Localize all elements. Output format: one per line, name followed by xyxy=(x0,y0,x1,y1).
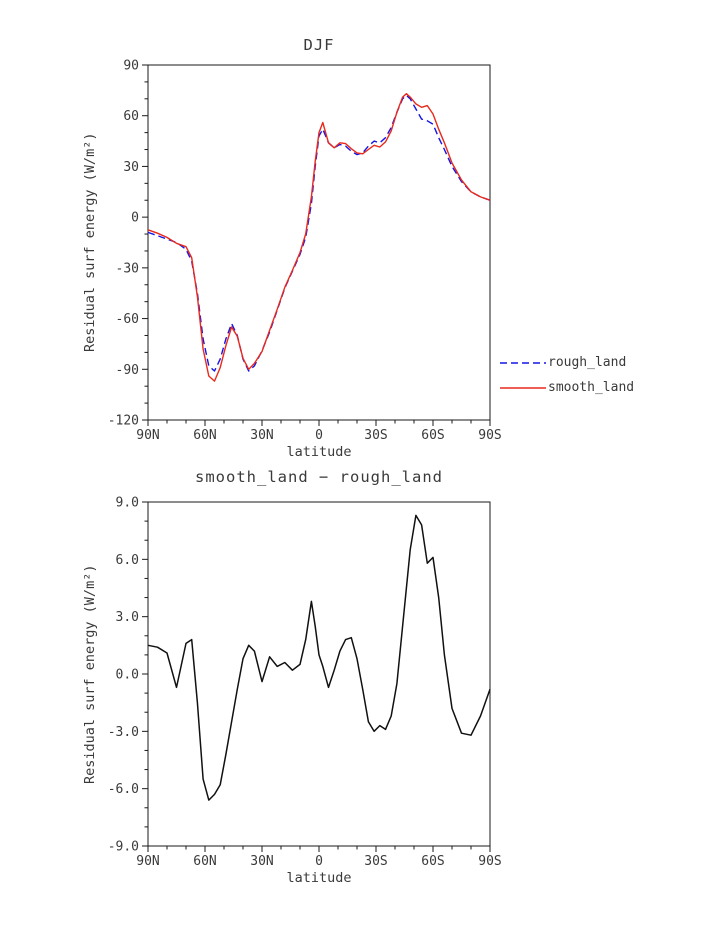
series-line-smooth-land-rough-land xyxy=(147,514,491,801)
diff-y-axis-label: Residual surf energy (W/m²) xyxy=(82,564,98,784)
diff-chart: 90N 60N 30N 0 30S 60S 90S 9.0 6.0 3.0 0.0 -3.0 -6.0 -… xyxy=(108,496,502,870)
y-tick-label: 6.0 xyxy=(116,553,139,568)
diff-x-axis-label: latitude xyxy=(286,870,352,886)
y-tick-label: -120 xyxy=(108,414,139,429)
x-tick-label: 90N xyxy=(136,854,159,869)
y-tick-label: -9.0 xyxy=(108,840,139,855)
legend-item-smooth-land: smooth_land xyxy=(500,375,634,400)
djf-y-axis-label: Residual surf energy (W/m²) xyxy=(82,132,98,353)
x-tick-label: 90S xyxy=(478,428,501,443)
series-line-smooth-land xyxy=(147,92,491,382)
y-tick-label: -3.0 xyxy=(108,725,139,740)
x-tick-label: 60S xyxy=(421,428,444,443)
x-tick-label: 60S xyxy=(421,854,444,869)
y-tick-label: 0.0 xyxy=(116,668,139,683)
x-tick-label: 30N xyxy=(250,428,273,443)
djf-title: DJF xyxy=(303,36,335,54)
x-tick-label: 90S xyxy=(478,854,501,869)
djf-chart: 90N 60N 30N 0 30S 60S 90S 90 60 30 0 -30 -60 -90 -120 xyxy=(108,59,502,444)
djf-x-axis-label: latitude xyxy=(286,444,352,460)
x-tick-label: 0 xyxy=(315,428,323,443)
x-tick-label: 30S xyxy=(364,428,387,443)
plot-frame xyxy=(147,64,491,421)
y-tick-label: -90 xyxy=(116,363,139,378)
plot-frame xyxy=(147,501,491,847)
y-tick-label: -30 xyxy=(116,261,139,276)
y-tick-label: 0 xyxy=(131,211,139,226)
x-tick-label: 0 xyxy=(315,854,323,869)
x-tick-label: 90N xyxy=(136,428,159,443)
y-tick-label: 9.0 xyxy=(116,496,139,511)
y-tick-label: 3.0 xyxy=(116,610,139,625)
x-tick-label: 60N xyxy=(193,428,216,443)
legend-label-rough-land: rough_land xyxy=(548,355,627,370)
series-line-rough-land xyxy=(147,94,491,372)
y-tick-label: -60 xyxy=(116,312,139,327)
legend-label-smooth-land: smooth_land xyxy=(548,380,635,395)
x-tick-label: 30S xyxy=(364,854,387,869)
legend-item-rough-land: rough_land xyxy=(500,350,634,375)
smooth-land-line-sample-icon xyxy=(500,386,546,389)
y-tick-label: 60 xyxy=(123,109,139,124)
x-tick-label: 60N xyxy=(193,854,216,869)
y-tick-label: 90 xyxy=(123,59,139,74)
x-tick-label: 30N xyxy=(250,854,273,869)
y-tick-label: 30 xyxy=(123,160,139,175)
y-tick-label: -6.0 xyxy=(108,782,139,797)
diff-title: smooth_land − rough_land xyxy=(195,468,443,486)
legend: rough_land smooth_land xyxy=(500,350,634,400)
rough-land-line-sample-icon xyxy=(500,361,546,364)
